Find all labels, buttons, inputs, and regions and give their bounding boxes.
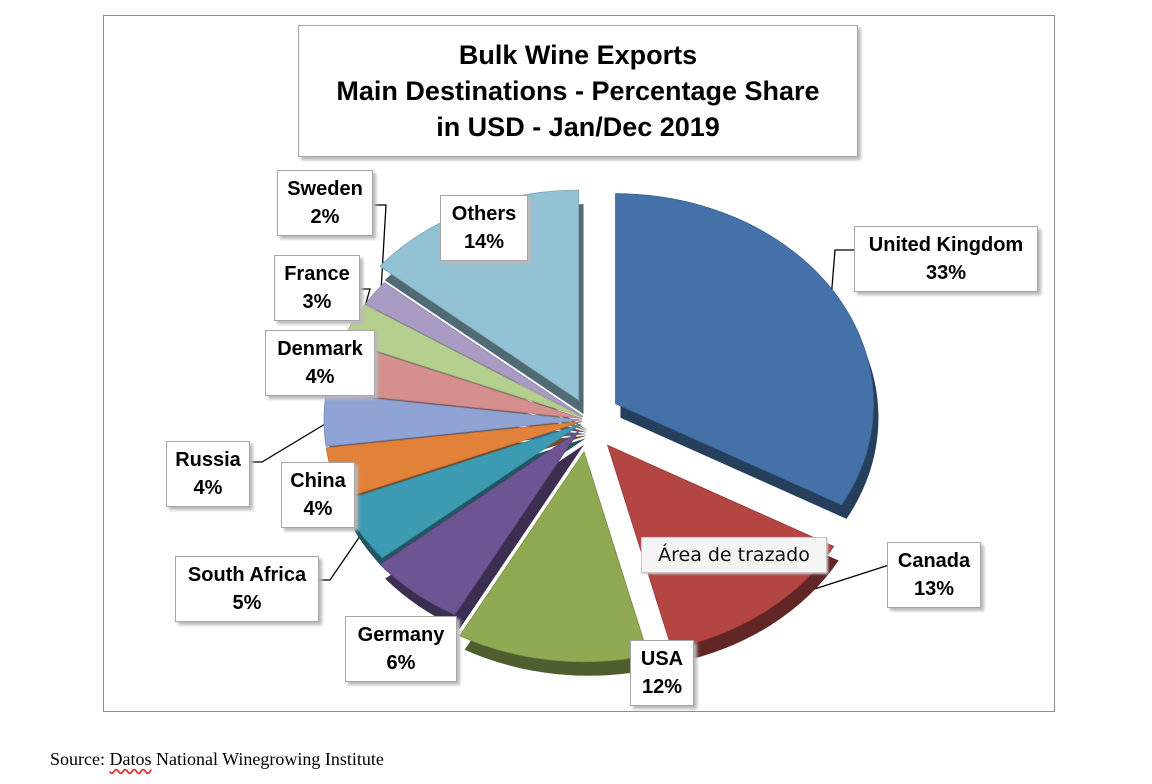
pie-slice-germany bbox=[379, 430, 580, 616]
slice-name-south-africa: South Africa bbox=[187, 564, 307, 586]
slice-value-china: 4% bbox=[303, 498, 333, 520]
slice-name-others: Others bbox=[451, 203, 517, 225]
data-label-others: Others 14% bbox=[440, 195, 528, 261]
slice-name-germany: Germany bbox=[357, 624, 445, 646]
pie-slice-sweden bbox=[364, 282, 584, 417]
slice-name-france: France bbox=[284, 263, 350, 285]
chart-title-line-1: Bulk Wine Exports bbox=[458, 40, 698, 70]
slice-value-france: 3% bbox=[302, 291, 332, 313]
source-squiggle-word: Datos bbox=[109, 749, 152, 769]
slice-name-canada: Canada bbox=[897, 550, 971, 572]
data-label-france: France 3% bbox=[274, 255, 360, 321]
slice-value-germany: 6% bbox=[386, 652, 416, 674]
source-rest: National Winegrowing Institute bbox=[151, 749, 384, 769]
source-note: Source: Datos National Winegrowing Insti… bbox=[50, 749, 384, 770]
slice-name-sweden: Sweden bbox=[287, 178, 363, 200]
leader-line-united-kingdom bbox=[830, 249, 858, 301]
data-label-usa: USA 12% bbox=[630, 640, 694, 706]
data-label-china: China 4% bbox=[281, 462, 355, 528]
slice-name-usa: USA bbox=[640, 648, 684, 670]
plot-area-tooltip: Área de trazado bbox=[641, 537, 827, 573]
slice-name-russia: Russia bbox=[175, 449, 241, 471]
slice-value-canada: 13% bbox=[913, 578, 955, 600]
chart-title-line-2: Main Destinations - Percentage Share bbox=[336, 76, 820, 106]
chart-title: Bulk Wine Exports Main Destinations - Pe… bbox=[298, 25, 858, 157]
data-label-canada: Canada 13% bbox=[887, 542, 981, 608]
slice-value-russia: 4% bbox=[193, 477, 223, 499]
slice-value-denmark: 4% bbox=[305, 366, 335, 388]
source-prefix: Source: bbox=[50, 749, 110, 769]
slice-value-united-kingdom: 33% bbox=[925, 262, 967, 284]
pie-slice-united-kingdom bbox=[615, 193, 874, 506]
data-label-south-africa: South Africa 5% bbox=[175, 556, 319, 622]
data-label-russia: Russia 4% bbox=[166, 441, 250, 507]
data-label-denmark: Denmark 4% bbox=[265, 330, 375, 396]
slice-value-others: 14% bbox=[463, 231, 505, 253]
data-label-sweden: Sweden 2% bbox=[277, 170, 373, 236]
chart-title-line-3: in USD - Jan/Dec 2019 bbox=[436, 112, 720, 142]
leader-line-south-africa bbox=[318, 527, 367, 581]
slice-value-south-africa: 5% bbox=[232, 592, 262, 614]
slice-name-united-kingdom: United Kingdom bbox=[868, 234, 1024, 256]
slice-value-usa: 12% bbox=[641, 676, 683, 698]
data-label-germany: Germany 6% bbox=[345, 616, 457, 682]
slice-name-denmark: Denmark bbox=[277, 338, 363, 360]
leader-line-russia bbox=[249, 419, 333, 463]
slice-value-sweden: 2% bbox=[310, 206, 340, 228]
slice-name-china: China bbox=[290, 470, 346, 492]
data-label-united-kingdom: United Kingdom 33% bbox=[854, 226, 1038, 292]
